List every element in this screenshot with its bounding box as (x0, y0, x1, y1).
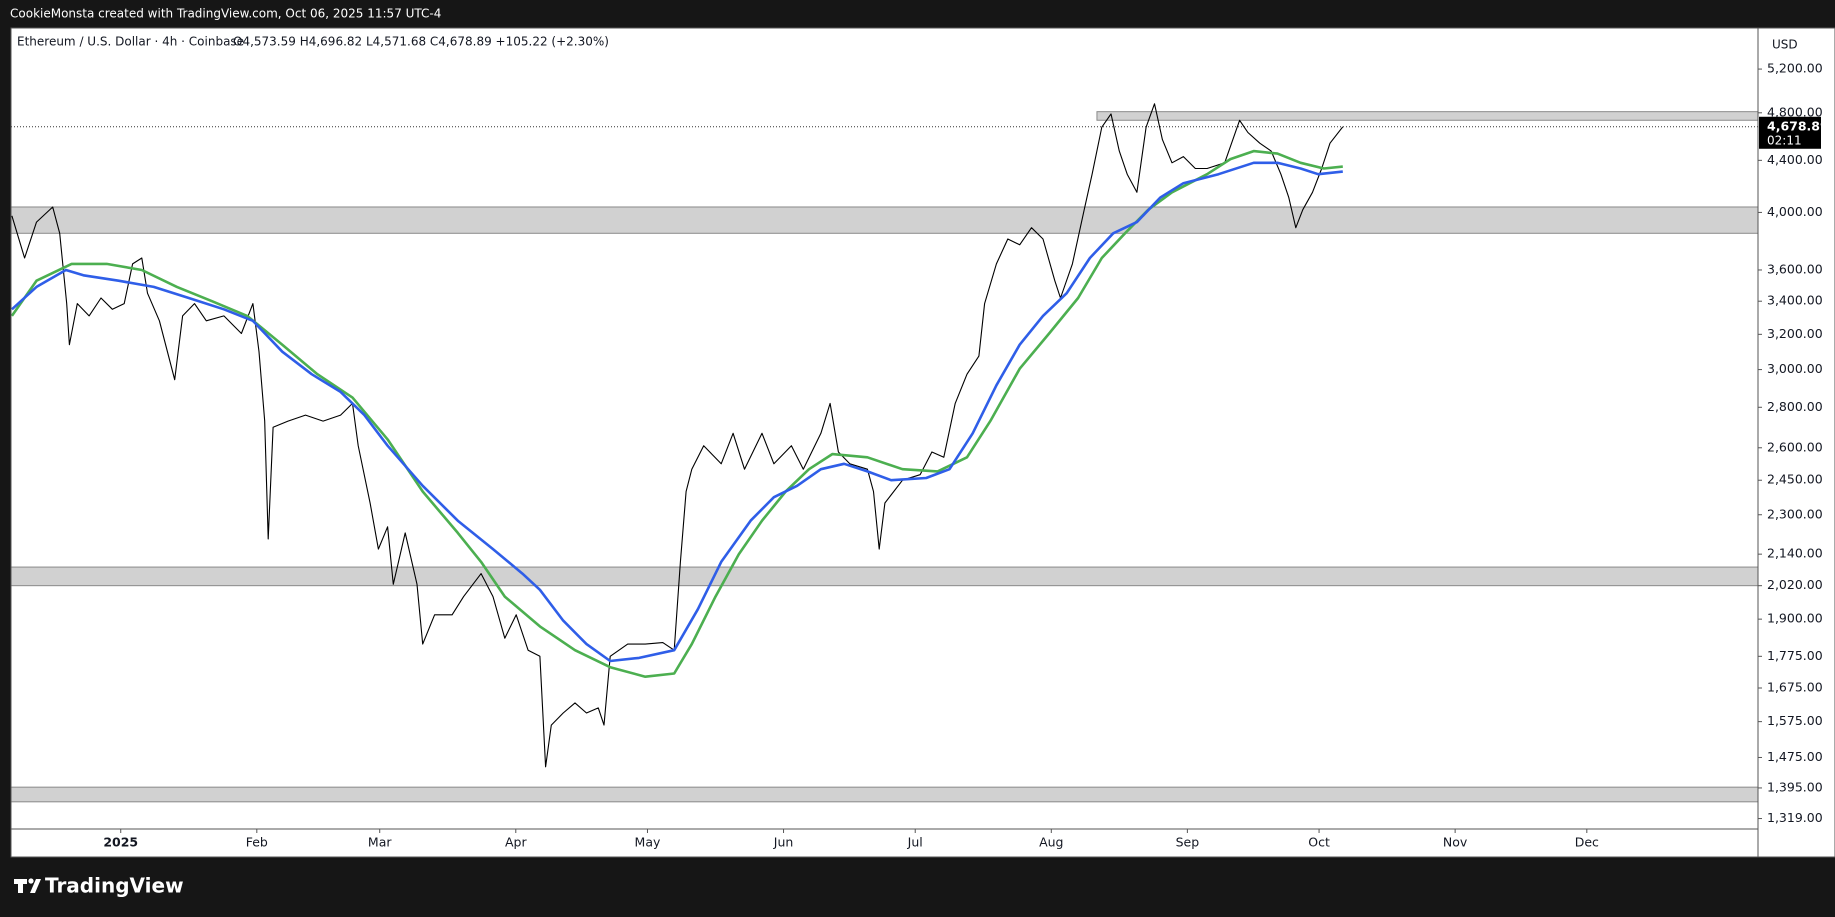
last-price-label: 4,678.89 (1767, 118, 1829, 133)
y-tick-label: 1,475.00 (1767, 749, 1823, 764)
x-tick-label: Oct (1308, 835, 1330, 850)
zone (1096, 111, 1759, 121)
y-tick-label: 2,600.00 (1767, 439, 1823, 454)
y-tick-label: 3,600.00 (1767, 261, 1823, 276)
y-tick-label: 1,775.00 (1767, 648, 1823, 663)
x-tick-label: May (635, 835, 661, 850)
y-tick-label: 1,395.00 (1767, 779, 1823, 794)
y-tick-label: 5,200.00 (1767, 61, 1823, 76)
price-line (11, 161, 1343, 663)
x-tick-label: Feb (246, 835, 268, 850)
x-tick-label: Sep (1176, 835, 1200, 850)
x-tick-label: Jun (773, 835, 794, 850)
zone (10, 566, 1759, 587)
header: CookieMonsta created with TradingView.co… (10, 7, 441, 21)
y-tick-label: 2,300.00 (1767, 506, 1823, 521)
symbol: Ethereum / U.S. Dollar · 4h · Coinbase (17, 35, 244, 49)
y-tick-label: 1,319.00 (1767, 810, 1823, 825)
y-tick-label: 4,400.00 (1767, 152, 1823, 167)
zone (10, 206, 1759, 234)
y-tick-label: 1,900.00 (1767, 611, 1823, 626)
x-tick-label: 2025 (103, 835, 138, 850)
y-tick-label: 2,800.00 (1767, 399, 1823, 414)
y-tick-label: 3,200.00 (1767, 326, 1823, 341)
y-tick-label: 1,675.00 (1767, 680, 1823, 695)
pane-border (10, 27, 1835, 858)
ohlc: O4,573.59 H4,696.82 L4,571.68 C4,678.89 … (233, 35, 609, 49)
price-line (11, 103, 1344, 768)
countdown: 02:11 (1767, 133, 1802, 147)
y-tick-label: 3,400.00 (1767, 293, 1823, 308)
x-tick-label: Aug (1039, 835, 1063, 850)
price-line (10, 149, 1343, 678)
x-tick-label: Mar (368, 835, 392, 850)
footer-brand: TradingView (45, 874, 184, 898)
y-tick-label: 2,020.00 (1767, 577, 1823, 592)
y-tick-label: 4,800.00 (1767, 104, 1823, 119)
y-tick-label: 2,450.00 (1767, 472, 1823, 487)
y-tick-label: 3,000.00 (1767, 361, 1823, 376)
footer-logo (14, 878, 41, 893)
x-tick-label: Apr (505, 835, 527, 850)
x-tick-label: Jul (907, 835, 923, 850)
zone (10, 786, 1759, 803)
chart-pane (11, 28, 1835, 857)
x-tick-label: Nov (1443, 835, 1468, 850)
currency: USD (1772, 38, 1798, 52)
y-tick-label: 1,575.00 (1767, 713, 1823, 728)
y-tick-label: 2,140.00 (1767, 546, 1823, 561)
x-tick-label: Dec (1575, 835, 1599, 850)
y-tick-label: 4,000.00 (1767, 204, 1823, 219)
last-price-box (1759, 116, 1821, 149)
